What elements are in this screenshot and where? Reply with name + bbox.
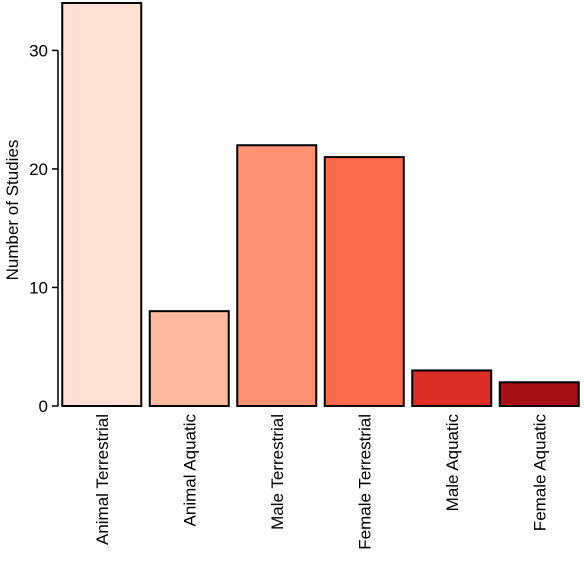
x-category-label: Animal Aquatic xyxy=(180,414,199,527)
bars xyxy=(61,2,580,408)
y-tick-label: 20 xyxy=(29,160,48,179)
x-category-label: Female Aquatic xyxy=(530,414,549,532)
bar-male-aquatic xyxy=(411,369,493,407)
bar-female-terrestrial xyxy=(323,156,405,407)
x-category-label: Animal Terrestrial xyxy=(93,414,112,545)
x-category-label: Male Aquatic xyxy=(443,414,462,512)
bar-animal-aquatic xyxy=(148,310,230,408)
x-category-label: Male Terrestrial xyxy=(268,414,287,530)
x-category-label: Female Terrestrial xyxy=(355,414,374,550)
bar-male-terrestrial xyxy=(236,144,318,407)
y-tick-label: 10 xyxy=(29,278,48,297)
y-axis: 0 10 20 30 xyxy=(29,41,59,416)
y-tick-label: 0 xyxy=(39,397,48,416)
y-tick-label: 30 xyxy=(29,41,48,60)
bar-animal-terrestrial xyxy=(61,2,143,407)
y-axis-title: Number of Studies xyxy=(3,140,22,281)
x-axis-labels: Animal Terrestrial Animal Aquatic Male Ter… xyxy=(93,414,550,550)
bar-female-aquatic xyxy=(498,381,580,408)
